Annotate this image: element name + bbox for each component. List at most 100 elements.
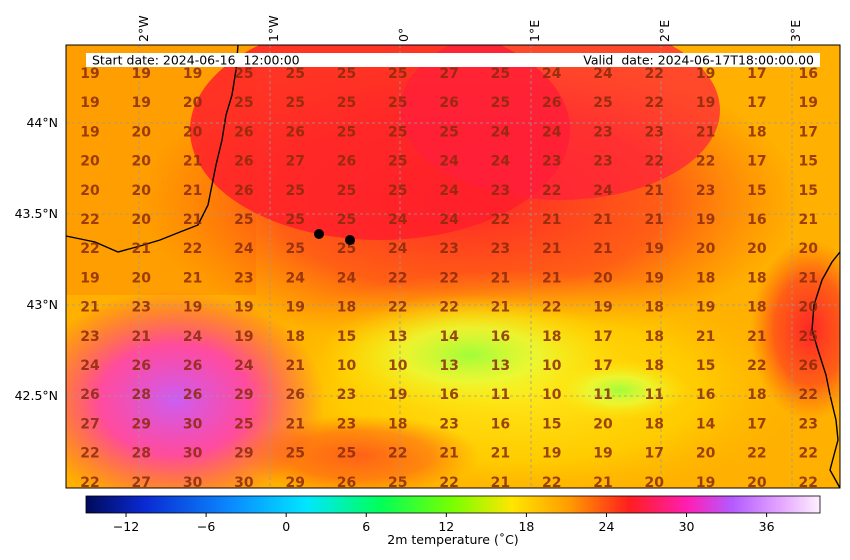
temperature-value-label: 10 bbox=[337, 358, 357, 374]
temperature-value-label: 24 bbox=[80, 358, 100, 374]
temperature-value-label: 22 bbox=[439, 475, 458, 491]
temperature-value-label: 27 bbox=[80, 416, 99, 432]
temperature-value-label: 18 bbox=[747, 124, 766, 140]
temperature-value-label: 27 bbox=[439, 66, 458, 82]
temperature-value-label: 19 bbox=[542, 446, 561, 462]
temperature-value-label: 21 bbox=[593, 241, 612, 257]
temperature-value-label: 26 bbox=[285, 124, 304, 140]
temperature-value-label: 20 bbox=[80, 183, 100, 199]
temperature-value-label: 29 bbox=[285, 475, 304, 491]
temperature-value-label: 17 bbox=[645, 446, 664, 462]
temperature-value-label: 21 bbox=[183, 270, 202, 286]
temperature-value-label: 24 bbox=[491, 124, 511, 140]
temperature-value-label: 20 bbox=[747, 241, 767, 257]
temperature-value-label: 13 bbox=[439, 358, 458, 374]
temperature-value-label: 20 bbox=[183, 124, 203, 140]
temperature-value-label: 21 bbox=[645, 212, 664, 228]
temperature-value-label: 18 bbox=[645, 329, 664, 345]
temperature-value-label: 26 bbox=[542, 95, 561, 111]
lon-tick-label: 1°W bbox=[266, 15, 281, 42]
colorbar-tick-label: 12 bbox=[438, 519, 454, 534]
temperature-value-label: 24 bbox=[439, 183, 459, 199]
temperature-value-label: 26 bbox=[285, 387, 304, 403]
temperature-value-label: 27 bbox=[132, 475, 151, 491]
temperature-value-label: 26 bbox=[234, 183, 253, 199]
temperature-value-label: 19 bbox=[80, 66, 99, 82]
temperature-value-label: 24 bbox=[388, 212, 408, 228]
temperature-value-label: 22 bbox=[80, 446, 99, 462]
lat-tick-label: 42.5°N bbox=[15, 388, 58, 403]
temperature-value-label: 26 bbox=[439, 95, 458, 111]
temperature-value-label: 17 bbox=[747, 416, 766, 432]
temperature-value-label: 26 bbox=[234, 124, 253, 140]
temperature-value-label: 23 bbox=[337, 416, 356, 432]
temperature-value-label: 21 bbox=[542, 241, 561, 257]
temperature-value-label: 26 bbox=[337, 154, 356, 170]
temperature-value-label: 11 bbox=[593, 387, 612, 403]
temperature-value-label: 19 bbox=[645, 241, 664, 257]
temperature-value-label: 19 bbox=[593, 446, 612, 462]
lat-tick-label: 43°N bbox=[26, 297, 58, 312]
temperature-value-label: 19 bbox=[696, 66, 715, 82]
longitude-ticks: 2°W 1°W 0° 1°E 2°E 3°E bbox=[136, 15, 803, 42]
temperature-value-label: 18 bbox=[645, 300, 664, 316]
temperature-value-label: 21 bbox=[491, 270, 510, 286]
temperature-value-label: 19 bbox=[593, 300, 612, 316]
temperature-value-label: 26 bbox=[80, 387, 99, 403]
temperature-value-label: 10 bbox=[542, 358, 562, 374]
temperature-value-label: 20 bbox=[132, 270, 152, 286]
temperature-value-label: 13 bbox=[491, 358, 510, 374]
temperature-value-label: 25 bbox=[439, 124, 458, 140]
temperature-value-label: 30 bbox=[234, 475, 254, 491]
temperature-value-label: 24 bbox=[183, 329, 203, 345]
temperature-value-label: 18 bbox=[747, 387, 766, 403]
temperature-value-label: 29 bbox=[234, 387, 253, 403]
temperature-value-label: 25 bbox=[388, 183, 407, 199]
date-header-box bbox=[86, 53, 820, 67]
temperature-value-label: 13 bbox=[388, 329, 407, 345]
graticule bbox=[66, 45, 840, 488]
temperature-value-label: 24 bbox=[542, 124, 562, 140]
temperature-value-label: 24 bbox=[439, 212, 459, 228]
temperature-value-label: 20 bbox=[798, 241, 818, 257]
temperature-value-label: 22 bbox=[439, 300, 458, 316]
temperature-value-label: 20 bbox=[593, 270, 613, 286]
temperature-value-label: 21 bbox=[798, 270, 817, 286]
temperature-value-label: 25 bbox=[337, 212, 356, 228]
temperature-value-label: 21 bbox=[183, 212, 202, 228]
temperature-value-label: 21 bbox=[132, 241, 151, 257]
temperature-value-label: 20 bbox=[798, 300, 818, 316]
temperature-value-label: 22 bbox=[80, 475, 99, 491]
temperature-value-label: 19 bbox=[285, 300, 304, 316]
temperature-value-label: 25 bbox=[593, 95, 612, 111]
temperature-value-label: 25 bbox=[234, 66, 253, 82]
temperature-value-label: 19 bbox=[798, 95, 817, 111]
colorbar-tick-label: 18 bbox=[518, 519, 534, 534]
lon-tick-label: 2°W bbox=[136, 15, 151, 42]
temperature-value-label: 18 bbox=[747, 300, 766, 316]
colorbar-tick-label: 6 bbox=[362, 519, 370, 534]
temperature-value-label: 19 bbox=[80, 95, 99, 111]
temperature-value-label: 21 bbox=[696, 124, 715, 140]
temperature-value-label: 22 bbox=[798, 387, 817, 403]
temperature-value-label: 26 bbox=[234, 154, 253, 170]
temperature-value-label: 22 bbox=[80, 212, 99, 228]
temperature-value-label: 19 bbox=[696, 95, 715, 111]
temperature-value-label: 22 bbox=[645, 154, 664, 170]
temperature-value-label: 23 bbox=[439, 241, 458, 257]
temperature-value-label: 21 bbox=[593, 212, 612, 228]
temperature-value-label: 25 bbox=[285, 183, 304, 199]
temperature-value-label: 16 bbox=[747, 212, 766, 228]
colorbar-tick-label: 24 bbox=[599, 519, 615, 534]
temperature-value-label: 21 bbox=[542, 212, 561, 228]
temperature-value-label: 15 bbox=[696, 358, 715, 374]
temperature-value-label: 20 bbox=[80, 154, 100, 170]
temperature-value-label: 16 bbox=[439, 387, 458, 403]
temperature-value-label: 21 bbox=[439, 446, 458, 462]
temperature-value-label: 20 bbox=[132, 212, 152, 228]
lon-tick-label: 2°E bbox=[657, 20, 672, 42]
temperature-value-label: 30 bbox=[183, 475, 203, 491]
temperature-value-label: 24 bbox=[593, 66, 613, 82]
temperature-value-label: 16 bbox=[798, 66, 817, 82]
